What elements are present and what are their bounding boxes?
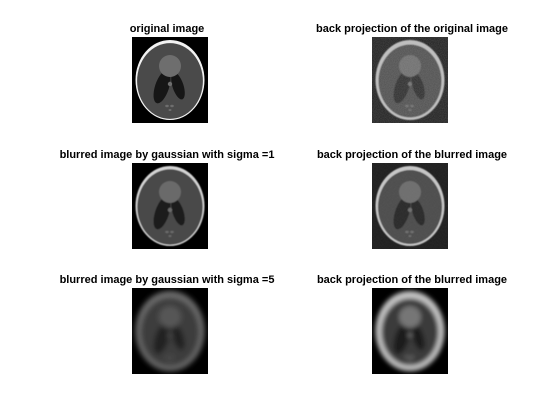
phantom-blurred-sigma5 — [132, 288, 208, 374]
panel-title-bp-blurred-1: back projection of the blurred image — [316, 149, 508, 161]
panel-title-bp-blurred-5: back projection of the blurred image — [316, 274, 508, 286]
phantom-backprojection-blurred-5 — [372, 288, 448, 374]
phantom-backprojection-original — [372, 37, 448, 123]
phantom-head — [375, 291, 445, 371]
phantom-blurred-sigma1 — [132, 163, 208, 249]
phantom-head — [135, 166, 205, 246]
phantom-backprojection-blurred-1 — [372, 163, 448, 249]
phantom-head — [135, 291, 205, 371]
panel-title-bp-original: back projection of the original image — [316, 23, 508, 35]
reconstruction-noise — [372, 37, 448, 123]
phantom-head — [135, 40, 205, 120]
panel-title-blur-sigma5: blurred image by gaussian with sigma =5 — [59, 274, 275, 286]
panel-title-original: original image — [129, 23, 205, 35]
panel-title-blur-sigma1: blurred image by gaussian with sigma =1 — [59, 149, 275, 161]
reconstruction-noise — [372, 163, 448, 249]
phantom-original-image — [132, 37, 208, 123]
